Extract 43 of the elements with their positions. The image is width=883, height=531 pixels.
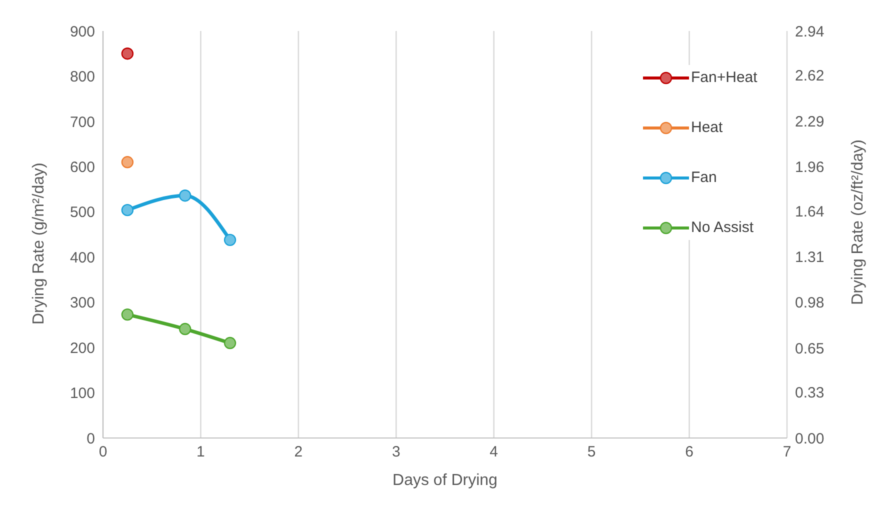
y2-tick-label: 0.00 (795, 430, 824, 448)
y-tick-label: 600 (70, 158, 95, 176)
y2-tick-label: 2.62 (795, 68, 824, 85)
legend-label: No Assist (691, 219, 754, 236)
y2-tick-label: 0.65 (795, 340, 824, 358)
legend-label: Heat (691, 119, 723, 136)
legend-label: Fan+Heat (691, 69, 758, 86)
point (121, 48, 134, 60)
y2-axis-title: Drying Rate (oz/ft²/day) (850, 140, 867, 305)
y-tick-label: 800 (70, 68, 95, 86)
y-tick-label: 700 (70, 114, 95, 131)
y2-tick-label: 0.98 (795, 294, 824, 312)
point (178, 322, 192, 336)
x-tick-label: 7 (782, 444, 792, 461)
legend-label: Fan (691, 169, 717, 186)
y-tick-label: 0 (86, 430, 95, 448)
y-tick-label: 100 (70, 385, 95, 402)
y-axis-title: Drying Rate (g/m²/day) (30, 162, 48, 324)
point (224, 234, 236, 246)
point (121, 204, 134, 216)
y2-tick-label: 0.33 (795, 384, 824, 402)
x-tick-label: 5 (587, 444, 596, 461)
y-tick-label: 500 (70, 204, 95, 222)
y-tick-label: 900 (70, 23, 95, 40)
point (178, 190, 192, 202)
y2-tick-label: 1.31 (795, 248, 824, 266)
x-tick-label: 4 (490, 444, 498, 461)
point (121, 308, 134, 321)
x-tick-label: 0 (98, 444, 108, 461)
x-axis-title: Days of Drying (392, 472, 498, 489)
y2-tick-label: 2.94 (795, 23, 824, 40)
x-tick-label: 1 (196, 444, 205, 461)
y-tick-label: 300 (70, 294, 95, 312)
y2-tick-label: 1.96 (795, 158, 824, 176)
y2-tick-label: 1.64 (795, 203, 824, 220)
point (121, 156, 134, 168)
point (224, 336, 236, 350)
x-tick-label: 6 (685, 444, 694, 461)
y2-tick-label: 2.29 (795, 113, 824, 130)
y-tick-label: 200 (70, 340, 95, 357)
x-tick-label: 3 (392, 444, 400, 461)
y-tick-label: 400 (70, 249, 95, 266)
x-tick-label: 2 (294, 444, 303, 461)
